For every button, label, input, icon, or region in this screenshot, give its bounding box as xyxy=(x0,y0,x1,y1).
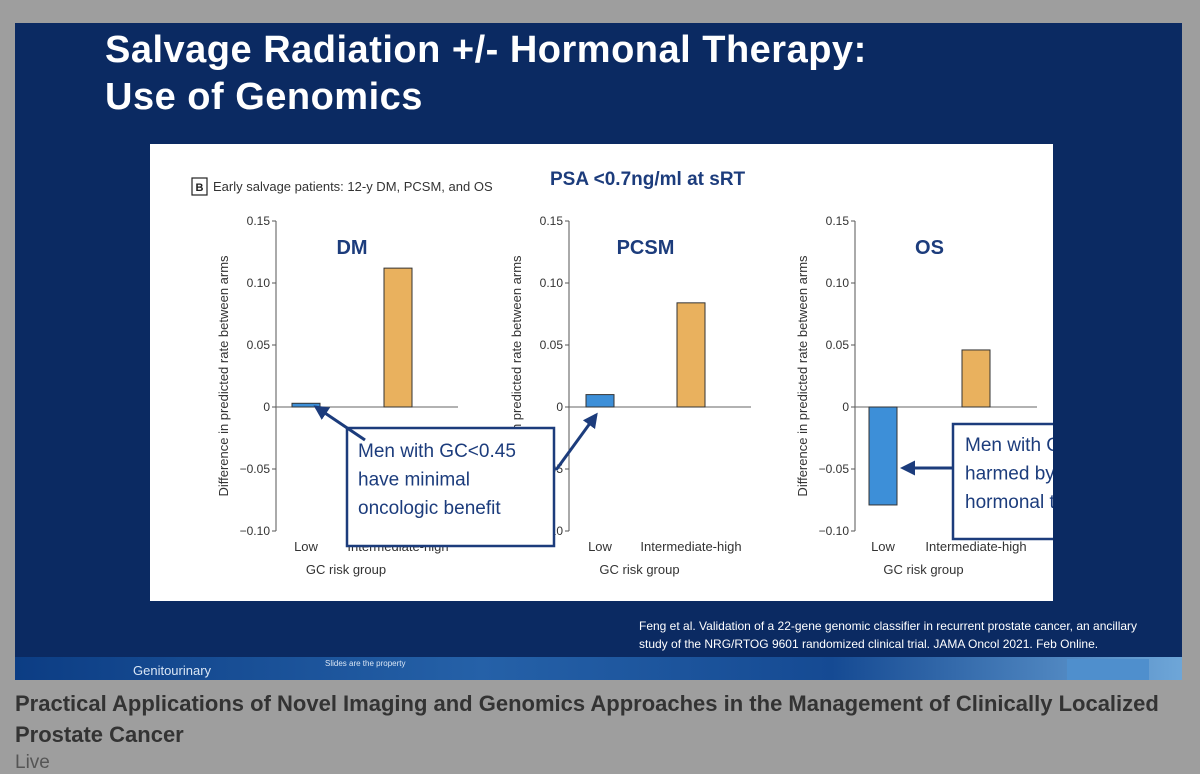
panel-title-os: OS xyxy=(915,237,944,259)
footer-brand-text: Genitourinary xyxy=(133,663,212,678)
callout-text-line: harmed by xyxy=(965,464,1053,485)
footer-notice-text: Slides are the property xyxy=(325,659,406,668)
chart-figure: B Early salvage patients: 12-y DM, PCSM, … xyxy=(150,144,1053,601)
y-tick-label: −0.10 xyxy=(819,524,850,538)
bar-os-low xyxy=(868,406,898,506)
bar-dm-intermediate-high xyxy=(383,267,413,408)
x-category-label: Intermediate-high xyxy=(640,539,741,554)
callout-box-minimal-benefit xyxy=(345,426,556,548)
y-axis-label: Difference in predicted rate between arm… xyxy=(795,255,810,497)
bar-pcsm-low xyxy=(585,394,615,408)
chart-svg: B Early salvage patients: 12-y DM, PCSM, … xyxy=(191,169,1053,577)
callout-text-line: have minimal xyxy=(358,470,470,491)
x-axis-label: GC risk group xyxy=(599,562,679,577)
y-tick-label: 0.05 xyxy=(540,338,564,352)
panel-title-dm: DM xyxy=(336,237,367,259)
callout-box-harmed xyxy=(951,422,1053,541)
citation-line-2: study of the NRG/RTOG 9601 randomized cl… xyxy=(639,637,1099,651)
panel-label: B xyxy=(196,182,204,194)
x-category-label: Intermediate-high xyxy=(925,539,1026,554)
y-axis-label: Difference in predicted rate between arm… xyxy=(216,255,231,497)
x-axis-label: GC risk group xyxy=(883,562,963,577)
y-tick-label: 0.15 xyxy=(826,214,850,228)
figure-caption: Early salvage patients: 12-y DM, PCSM, a… xyxy=(213,179,493,194)
x-axis-label: GC risk group xyxy=(306,562,386,577)
y-tick-label: 0.10 xyxy=(247,276,271,290)
bar-pcsm-intermediate-high xyxy=(676,302,706,408)
y-tick-label: 0.05 xyxy=(247,338,271,352)
panel-label-box xyxy=(191,177,208,196)
x-category-label: Low xyxy=(294,539,318,554)
slide-title-line-1: Salvage Radiation +/- Hormonal Therapy: xyxy=(105,29,867,71)
y-tick-label: 0.15 xyxy=(247,214,271,228)
y-tick-label: 0 xyxy=(263,400,270,414)
bar-dm-low xyxy=(291,402,321,408)
x-category-label: Low xyxy=(588,539,612,554)
callout-arrow-pcsm xyxy=(554,412,598,471)
callout-text-line: Men with GC<0.45 xyxy=(965,435,1053,456)
y-tick-label: 0.10 xyxy=(826,276,850,290)
chart-headline: PSA <0.7ng/ml at sRT xyxy=(550,169,746,190)
live-status-label: Live xyxy=(15,752,50,773)
y-tick-label: 0.05 xyxy=(826,338,850,352)
slide-footer-bar: Genitourinary Slides are the property xyxy=(15,657,1182,680)
y-tick-label: 0 xyxy=(842,400,849,414)
y-tick-label: 0 xyxy=(556,400,563,414)
video-player[interactable]: Salvage Radiation +/- Hormonal Therapy: … xyxy=(15,23,1182,680)
panel-title-pcsm: PCSM xyxy=(617,237,675,259)
callout-arrow-dm xyxy=(313,405,366,442)
bar-os-intermediate-high xyxy=(961,349,991,408)
y-tick-label: −0.05 xyxy=(819,462,850,476)
citation-line-1: Feng et al. Validation of a 22-gene geno… xyxy=(639,619,1138,633)
footer-logo-block xyxy=(1067,659,1149,680)
y-tick-label: 0.10 xyxy=(540,276,564,290)
y-tick-label: 0.15 xyxy=(540,214,564,228)
callout-text-line: hormonal therapy xyxy=(965,492,1053,513)
slide-title: Salvage Radiation +/- Hormonal Therapy: … xyxy=(105,27,867,121)
y-tick-label: −0.05 xyxy=(240,462,271,476)
x-category-label: Low xyxy=(871,539,895,554)
citation: Feng et al. Validation of a 22-gene geno… xyxy=(639,617,1179,653)
callout-text-line: oncologic benefit xyxy=(358,498,501,519)
video-title: Practical Applications of Novel Imaging … xyxy=(15,691,1159,747)
slide-title-line-2: Use of Genomics xyxy=(105,76,423,118)
callout-text-line: Men with GC<0.45 xyxy=(358,441,516,462)
y-tick-label: −0.10 xyxy=(240,524,271,538)
